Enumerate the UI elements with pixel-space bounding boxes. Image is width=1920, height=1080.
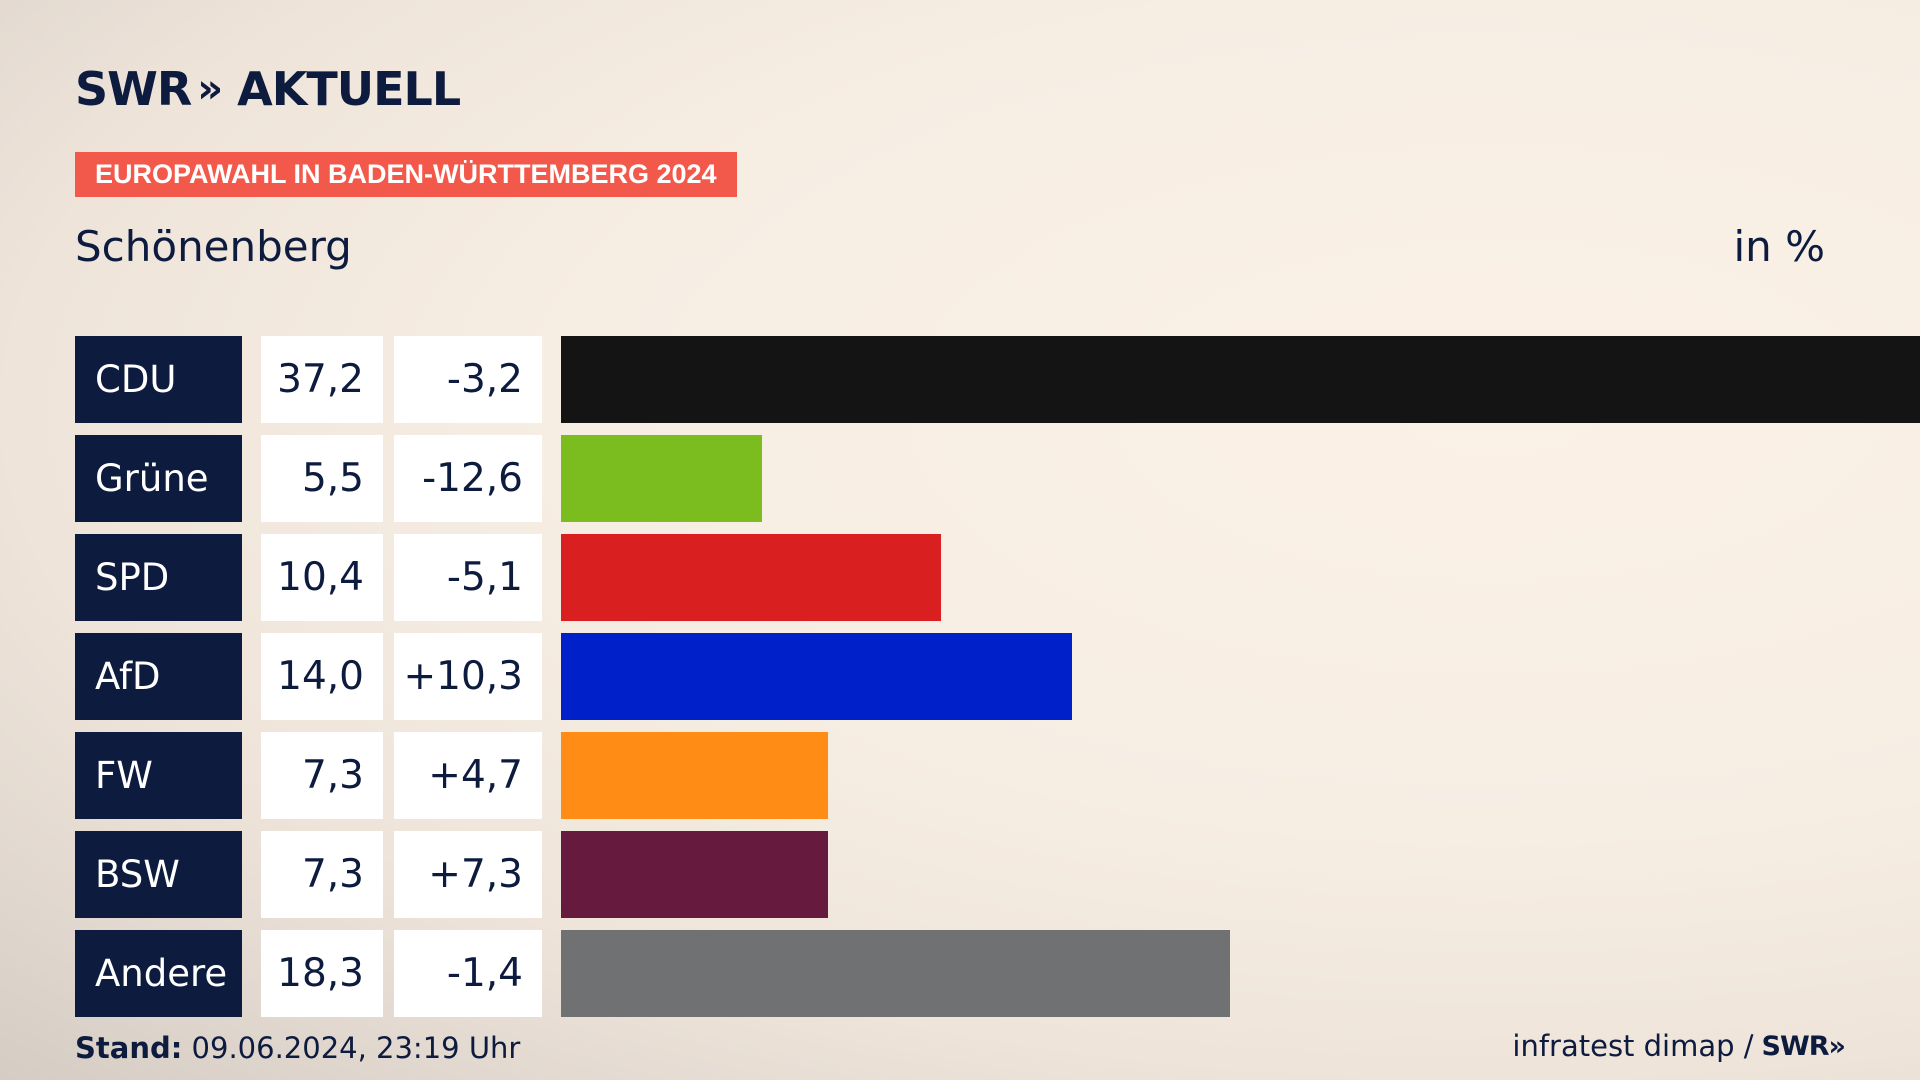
- result-row: Grüne 5,5 -12,6: [75, 435, 1920, 522]
- result-row: FW 7,3 +4,7: [75, 732, 1920, 819]
- logo-aktuell-text: AKTUELL: [237, 62, 461, 116]
- result-row: SPD 10,4 -5,1: [75, 534, 1920, 621]
- vote-change-value: -5,1: [394, 534, 542, 621]
- unit-label: in %: [1733, 222, 1825, 271]
- vote-share-value: 5,5: [261, 435, 383, 522]
- vote-change-value: -3,2: [394, 336, 542, 423]
- vote-share-bar: [561, 930, 1230, 1017]
- place-title: Schönenberg: [75, 222, 352, 271]
- vote-share-bar: [561, 831, 828, 918]
- source-credit: infratest dimap / SWR»: [1512, 1029, 1846, 1063]
- vote-share-value: 18,3: [261, 930, 383, 1017]
- party-label: Andere: [75, 930, 242, 1017]
- swr-mini-logo: SWR»: [1761, 1030, 1846, 1062]
- logo-chevron-icon: »: [197, 66, 223, 112]
- party-label: CDU: [75, 336, 242, 423]
- vote-share-bar: [561, 435, 762, 522]
- timestamp: Stand: 09.06.2024, 23:19 Uhr: [75, 1031, 520, 1065]
- stand-label: Stand:: [75, 1031, 183, 1065]
- vote-share-bar: [561, 633, 1072, 720]
- result-row: CDU 37,2 -3,2: [75, 336, 1920, 423]
- party-label: AfD: [75, 633, 242, 720]
- party-label: Grüne: [75, 435, 242, 522]
- party-label: BSW: [75, 831, 242, 918]
- vote-share-bar: [561, 336, 1920, 423]
- result-row: BSW 7,3 +7,3: [75, 831, 1920, 918]
- result-row: AfD 14,0 +10,3: [75, 633, 1920, 720]
- election-banner: EUROPAWAHL IN BADEN-WÜRTTEMBERG 2024: [75, 152, 737, 197]
- vote-change-value: -12,6: [394, 435, 542, 522]
- vote-share-value: 7,3: [261, 831, 383, 918]
- vote-change-value: +4,7: [394, 732, 542, 819]
- vote-change-value: -1,4: [394, 930, 542, 1017]
- vote-share-bar: [561, 534, 941, 621]
- stand-value: 09.06.2024, 23:19 Uhr: [191, 1031, 521, 1065]
- vote-change-value: +10,3: [394, 633, 542, 720]
- party-label: SPD: [75, 534, 242, 621]
- swr-aktuell-logo: SWR » AKTUELL: [75, 62, 461, 116]
- vote-share-value: 14,0: [261, 633, 383, 720]
- vote-share-bar: [561, 732, 828, 819]
- logo-swr-text: SWR: [75, 62, 192, 116]
- vote-share-value: 7,3: [261, 732, 383, 819]
- result-row: Andere 18,3 -1,4: [75, 930, 1920, 1017]
- party-label: FW: [75, 732, 242, 819]
- source-text: infratest dimap /: [1512, 1029, 1754, 1063]
- vote-share-value: 10,4: [261, 534, 383, 621]
- vote-change-value: +7,3: [394, 831, 542, 918]
- vote-share-value: 37,2: [261, 336, 383, 423]
